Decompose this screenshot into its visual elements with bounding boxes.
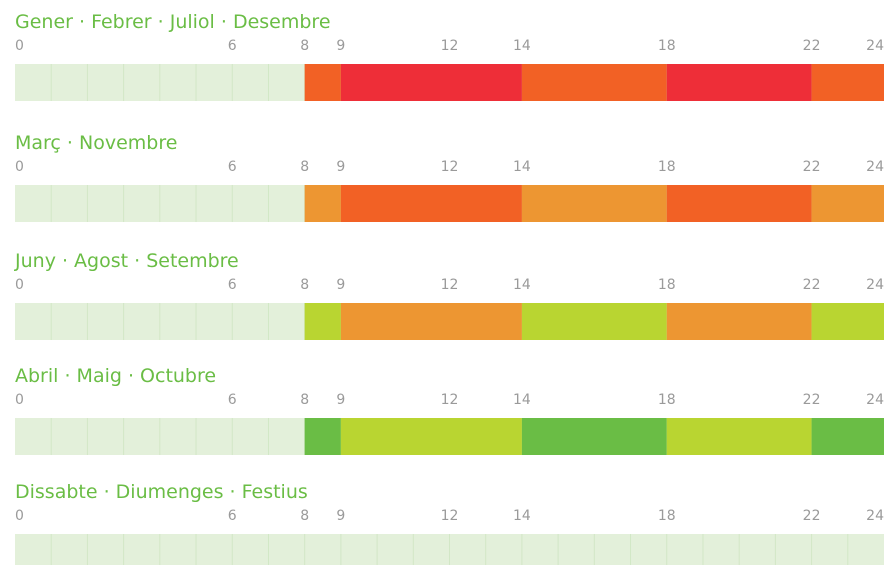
x-tick-label: 18 [658, 508, 676, 524]
x-tick-label: 22 [803, 508, 821, 524]
x-tick-label: 0 [15, 392, 24, 408]
period-segment [340, 418, 522, 455]
x-tick-label: 22 [803, 38, 821, 54]
x-tick-label: 9 [336, 508, 345, 524]
x-tick-label: 0 [15, 508, 24, 524]
period-segment [521, 303, 667, 340]
x-tick-label: 6 [228, 508, 237, 524]
period-segment [304, 418, 341, 455]
x-tick-label: 8 [300, 277, 309, 293]
x-tick-label: 18 [658, 159, 676, 175]
period-segment [340, 303, 522, 340]
x-tick-label: 14 [513, 277, 531, 293]
period-segment [666, 303, 812, 340]
x-tick-label: 24 [866, 159, 884, 175]
x-tick-label: 12 [441, 508, 459, 524]
x-tick-label: 14 [513, 159, 531, 175]
x-tick-label: 12 [441, 159, 459, 175]
x-tick-label: 0 [15, 38, 24, 54]
x-tick-label: 14 [513, 392, 531, 408]
period-segment [521, 418, 667, 455]
x-tick-label: 9 [336, 277, 345, 293]
x-tick-label: 18 [658, 38, 676, 54]
x-tick-label: 22 [803, 392, 821, 408]
x-tick-label: 24 [866, 277, 884, 293]
x-tick-label: 0 [15, 159, 24, 175]
x-tick-label: 9 [336, 38, 345, 54]
x-tick-label: 18 [658, 392, 676, 408]
period-segment [811, 185, 884, 222]
x-tick-label: 6 [228, 38, 237, 54]
panel-title: Abril · Maig · Octubre [15, 365, 216, 387]
period-segment [304, 303, 341, 340]
x-tick-label: 24 [866, 38, 884, 54]
period-segment [811, 303, 884, 340]
panel-title: Març · Novembre [15, 132, 177, 154]
period-segment [521, 185, 667, 222]
x-tick-label: 8 [300, 508, 309, 524]
period-segment [304, 185, 341, 222]
period-segment [521, 64, 667, 101]
x-tick-label: 0 [15, 277, 24, 293]
x-tick-label: 24 [866, 508, 884, 524]
period-segment [811, 418, 884, 455]
x-tick-label: 9 [336, 159, 345, 175]
period-segment [340, 185, 522, 222]
panel-title: Dissabte · Diumenges · Festius [15, 481, 308, 503]
period-segment [666, 64, 812, 101]
x-tick-label: 18 [658, 277, 676, 293]
period-segment [340, 64, 522, 101]
x-tick-label: 8 [300, 159, 309, 175]
x-tick-label: 6 [228, 159, 237, 175]
period-segment [666, 418, 812, 455]
x-tick-label: 12 [441, 277, 459, 293]
x-tick-label: 6 [228, 392, 237, 408]
x-tick-label: 9 [336, 392, 345, 408]
x-tick-label: 12 [441, 38, 459, 54]
x-tick-label: 22 [803, 159, 821, 175]
x-tick-label: 8 [300, 392, 309, 408]
x-tick-label: 24 [866, 392, 884, 408]
x-tick-label: 8 [300, 38, 309, 54]
x-tick-label: 6 [228, 277, 237, 293]
x-tick-label: 14 [513, 38, 531, 54]
x-tick-label: 12 [441, 392, 459, 408]
period-segment [304, 64, 341, 101]
panel-title: Gener · Febrer · Juliol · Desembre [15, 11, 331, 33]
period-segment [811, 64, 884, 101]
period-segment [666, 185, 812, 222]
x-tick-label: 14 [513, 508, 531, 524]
panel-title: Juny · Agost · Setembre [14, 250, 239, 272]
x-tick-label: 22 [803, 277, 821, 293]
